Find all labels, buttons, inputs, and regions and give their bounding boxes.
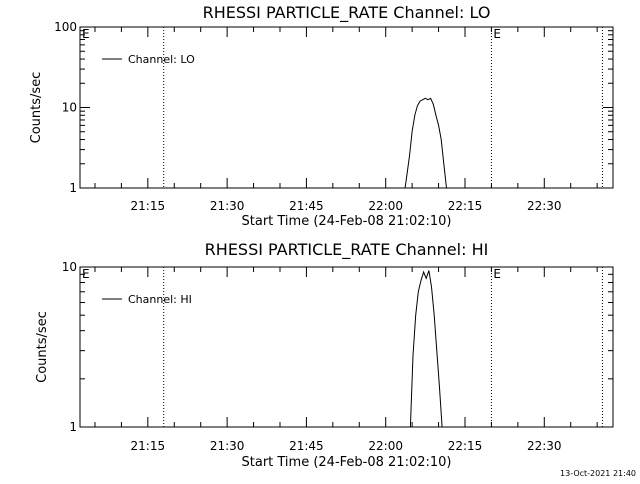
x-tick-label: 21:45: [289, 439, 324, 453]
chart-title: RHESSI PARTICLE_RATE Channel: HI: [205, 240, 489, 260]
x-tick-label: 22:15: [448, 199, 483, 213]
x-axis-label: Start Time (24-Feb-08 21:02:10): [242, 214, 452, 229]
x-tick-label: 21:15: [131, 439, 166, 453]
y-axis-label: Counts/sec: [29, 72, 44, 144]
event-marker-label: E: [493, 27, 501, 41]
x-tick-label: 21:30: [210, 439, 245, 453]
x-axis-label: Start Time (24-Feb-08 21:02:10): [242, 455, 452, 470]
y-tick-label: 1: [69, 181, 77, 195]
x-tick-label: 22:30: [527, 199, 562, 213]
y-axis-label: Counts/sec: [35, 311, 50, 383]
plot-frame: [79, 26, 614, 189]
y-tick-label: 10: [62, 101, 77, 115]
chart-title: RHESSI PARTICLE_RATE Channel: LO: [203, 3, 491, 23]
legend-entry: Channel: HI: [128, 293, 192, 306]
y-tick-label: 100: [54, 20, 77, 34]
series-line-channel-hi: [409, 270, 443, 428]
x-tick-label: 22:15: [448, 439, 483, 453]
x-tick-label: 22:00: [368, 439, 403, 453]
x-tick-label: 21:15: [131, 199, 166, 213]
footer-timestamp: 13-Oct-2021 21:40: [560, 469, 636, 478]
event-marker-label: E: [82, 267, 90, 281]
x-tick-label: 22:30: [527, 439, 562, 453]
y-tick-label: 1: [69, 420, 77, 434]
event-marker-label: E: [82, 27, 90, 41]
y-tick-label: 10: [62, 260, 77, 274]
legend-entry: Channel: LO: [128, 53, 195, 66]
plot-frame: [79, 266, 614, 428]
event-marker-label: E: [493, 267, 501, 281]
x-tick-label: 21:45: [289, 199, 324, 213]
series-line-channel-lo: [404, 97, 447, 189]
x-tick-label: 21:30: [210, 199, 245, 213]
x-tick-label: 22:00: [368, 199, 403, 213]
